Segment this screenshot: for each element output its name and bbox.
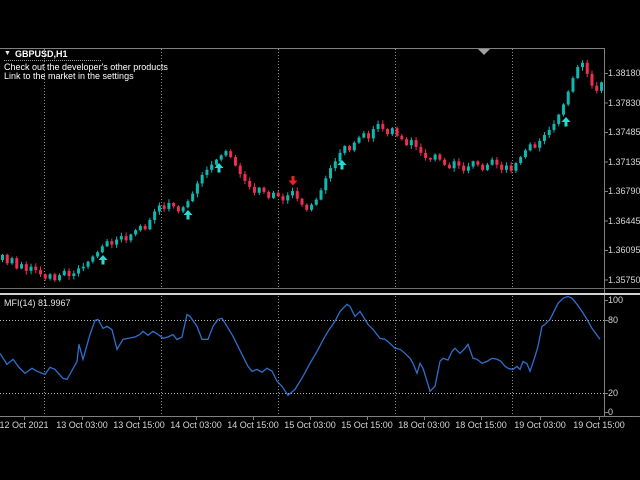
price-axis-label: 1.36790 bbox=[608, 186, 640, 196]
chart-shift-marker-icon[interactable] bbox=[478, 49, 490, 55]
price-axis-label: 1.35750 bbox=[608, 274, 640, 285]
price-axis-label: 1.37135 bbox=[608, 156, 640, 167]
time-axis-label: 14 Oct 03:00 bbox=[170, 420, 222, 430]
symbol-dropdown-icon[interactable]: ▼ bbox=[4, 50, 11, 57]
price-axis-label: 1.37485 bbox=[608, 127, 640, 137]
annotation-line-1: Check out the developer's other products bbox=[4, 62, 168, 72]
day-separator-lines bbox=[44, 49, 513, 415]
symbol-period-label: GBPUSD,H1 bbox=[15, 49, 68, 59]
indicator-value-label: MFI(14) 81.9967 bbox=[4, 298, 71, 308]
buy-arrow-icon bbox=[214, 163, 224, 173]
price-axis-label: 1.36445 bbox=[608, 215, 640, 226]
annotation-line-2: Link to the market in the settings bbox=[4, 71, 134, 81]
price-axis-label: 1.38180 bbox=[608, 68, 640, 78]
time-axis-label: 15 Oct 15:00 bbox=[341, 420, 393, 430]
signal-arrows bbox=[98, 117, 571, 265]
indicator-axis-label: 0 bbox=[608, 407, 614, 417]
sell-arrow-icon bbox=[288, 176, 298, 186]
buy-arrow-icon bbox=[337, 160, 347, 170]
chart-frame bbox=[0, 48, 640, 417]
symbol-underline bbox=[4, 59, 101, 61]
indicator-axis-label: 80 bbox=[608, 315, 619, 325]
price-axis-label: 1.36095 bbox=[608, 245, 640, 255]
time-axis-label: 19 Oct 03:00 bbox=[514, 420, 566, 430]
time-axis-label: 13 Oct 15:00 bbox=[113, 420, 165, 430]
indicator-axis-label: 20 bbox=[608, 388, 619, 398]
time-axis-label: 14 Oct 15:00 bbox=[227, 420, 279, 430]
buy-arrow-icon bbox=[98, 255, 108, 265]
candles-series bbox=[1, 59, 604, 282]
time-axis-label: 18 Oct 03:00 bbox=[398, 420, 450, 430]
mfi-line bbox=[0, 295, 601, 397]
time-axis-label: 12 Oct 2021 bbox=[0, 420, 49, 430]
pane-splitter[interactable] bbox=[0, 288, 640, 296]
time-axis-label: 18 Oct 15:00 bbox=[455, 420, 507, 430]
buy-arrow-icon bbox=[561, 117, 571, 127]
buy-arrow-icon bbox=[183, 210, 193, 220]
indicator-axis-label: 100 bbox=[608, 295, 624, 305]
time-axis-label: 19 Oct 15:00 bbox=[573, 420, 625, 430]
time-axis-label: 13 Oct 03:00 bbox=[56, 420, 108, 430]
axis-ticks bbox=[24, 73, 608, 420]
time-axis-label: 15 Oct 03:00 bbox=[284, 420, 336, 430]
price-axis-label: 1.37830 bbox=[608, 97, 640, 108]
